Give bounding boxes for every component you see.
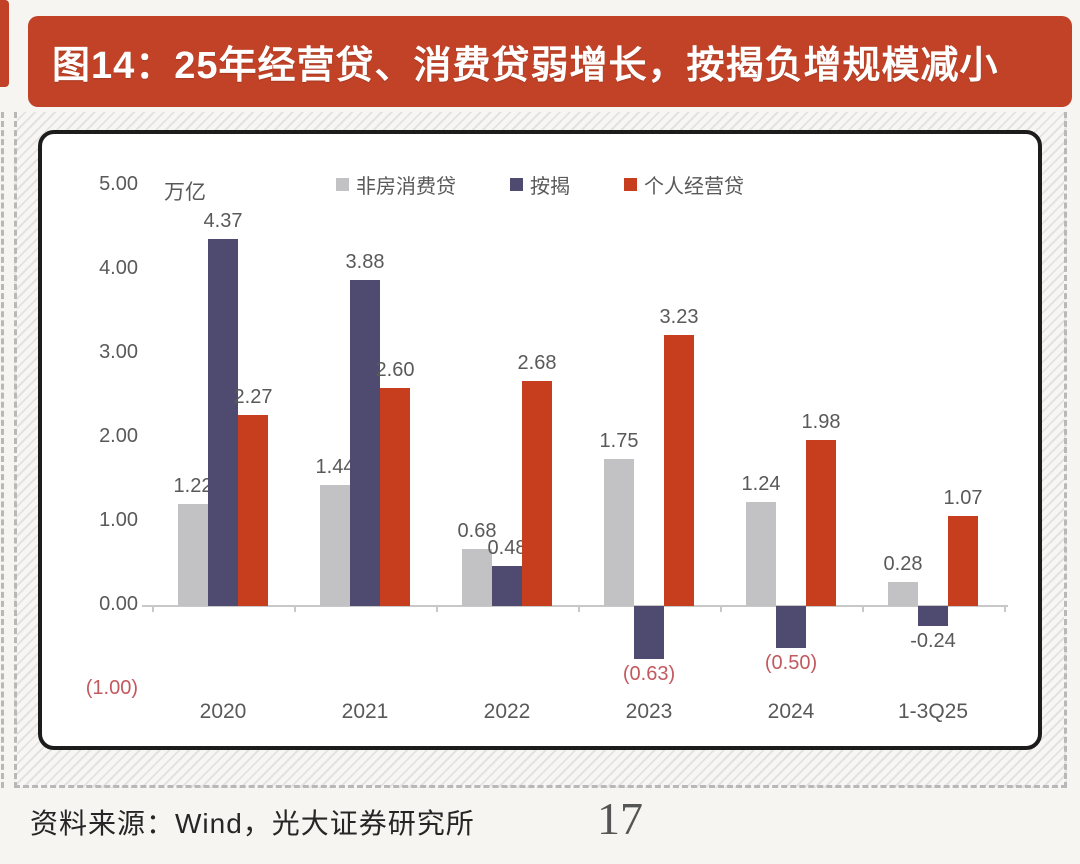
bar-value-label: 2.68 [517, 351, 557, 374]
bar-非房消费贷-2024 [746, 501, 776, 606]
legend-swatch-icon [336, 178, 349, 191]
bar-value-label: -0.24 [910, 630, 956, 653]
legend-label: 个人经营贷 [644, 176, 744, 198]
bar-按揭-2023 [634, 606, 664, 659]
bar-value-label: 2.60 [375, 358, 415, 381]
chart-panel: 非房消费贷 按揭 个人经营贷 万亿 5.00 4.00 3.00 2.00 1.00 0.00… [38, 130, 1042, 750]
x-axis-line [142, 605, 1008, 607]
legend-swatch-icon [510, 178, 523, 191]
bar-非房消费贷-2022 [462, 548, 492, 606]
y-tick-label: 4.00 [99, 257, 138, 279]
bar-非房消费贷-2023 [604, 459, 634, 606]
bar-value-label: 0.48 [487, 536, 527, 559]
y-tick-label: 2.00 [99, 425, 138, 447]
bar-按揭-2024 [776, 606, 806, 648]
bar-value-label: 1.44 [315, 456, 355, 479]
legend-item: 非房消费贷 [336, 170, 456, 199]
x-axis-tick [862, 606, 864, 612]
bar-个人经营贷-2021 [380, 387, 410, 606]
bar-按揭-2021 [350, 280, 380, 606]
bar-value-label: 3.23 [659, 305, 699, 328]
bar-个人经营贷-2023 [664, 334, 694, 606]
bar-非房消费贷-2020 [178, 503, 208, 606]
bar-value-label: 3.88 [345, 251, 385, 274]
left-accent-strip [0, 0, 9, 87]
legend-item: 按揭 [510, 170, 570, 199]
y-tick-label: 0.00 [99, 593, 138, 615]
y-axis-unit-label: 万亿 [164, 181, 206, 204]
x-axis-tick [1004, 606, 1006, 612]
bar-value-label: 2.27 [233, 386, 273, 409]
legend-label: 按揭 [530, 176, 570, 198]
x-axis-tick [436, 606, 438, 612]
bar-个人经营贷-1-3Q25 [948, 516, 978, 606]
figure-title-banner: 图14：25年经营贷、消费贷弱增长，按揭负增规模减小 [28, 16, 1072, 107]
outer-dashed-border [1, 112, 4, 788]
legend-swatch-icon [624, 178, 637, 191]
bar-value-label: 1.98 [801, 410, 841, 433]
bar-非房消费贷-2021 [320, 485, 350, 606]
bar-按揭-2022 [492, 565, 522, 606]
x-axis-label: 1-3Q25 [897, 700, 969, 723]
x-axis-tick [720, 606, 722, 612]
bar-个人经营贷-2024 [806, 439, 836, 606]
page-number: 17 [597, 793, 643, 844]
bar-value-label: 1.24 [741, 472, 781, 495]
x-axis-tick [152, 606, 154, 612]
x-axis-label: 2023 [625, 700, 673, 723]
bar-value-label: 1.75 [599, 430, 639, 452]
y-tick-label: 5.00 [99, 173, 138, 195]
bar-个人经营贷-2022 [522, 380, 552, 606]
bar-value-label: (0.63) [622, 662, 676, 685]
y-tick-label: 3.00 [99, 341, 138, 363]
bar-按揭-1-3Q25 [918, 606, 948, 627]
y-tick-label: (1.00) [85, 677, 138, 699]
bar-value-label: 1.22 [173, 474, 213, 497]
x-axis-label: 2021 [341, 700, 389, 723]
bar-value-label: (0.50) [764, 652, 818, 674]
bar-按揭-2020 [208, 238, 238, 606]
legend-label: 非房消费贷 [356, 176, 456, 198]
bar-value-label: 1.07 [943, 487, 983, 510]
bar-value-label: 4.37 [203, 209, 243, 232]
y-tick-label: 1.00 [99, 509, 138, 531]
x-axis-label: 2020 [199, 700, 247, 723]
x-axis-tick [294, 606, 296, 612]
source-note: 资料来源：Wind，光大证券研究所 [30, 808, 475, 839]
x-axis-label: 2022 [483, 700, 531, 723]
x-axis-label: 2024 [767, 700, 815, 723]
bar-value-label: 0.28 [883, 553, 923, 576]
legend-item: 个人经营贷 [624, 170, 744, 199]
bar-个人经营贷-2020 [238, 415, 268, 606]
chart-legend: 非房消费贷 按揭 个人经营贷 [42, 170, 1038, 199]
bar-非房消费贷-1-3Q25 [888, 582, 918, 606]
x-axis-tick [578, 606, 580, 612]
figure-title: 图14：25年经营贷、消费贷弱增长，按揭负增规模减小 [52, 45, 999, 87]
bar-value-label: 0.68 [457, 519, 497, 542]
